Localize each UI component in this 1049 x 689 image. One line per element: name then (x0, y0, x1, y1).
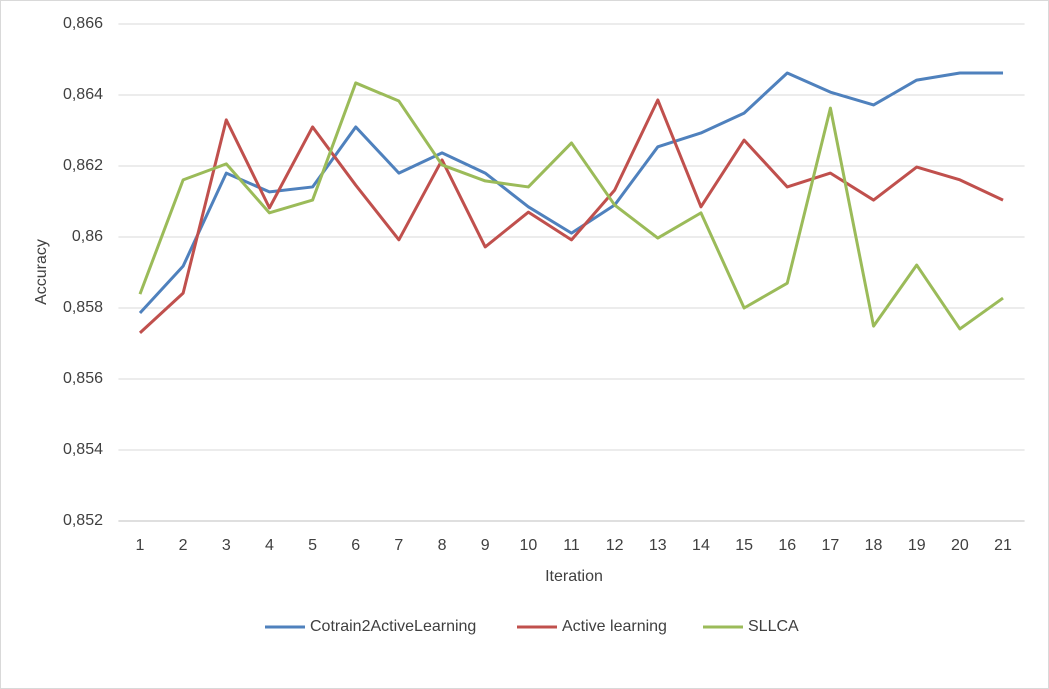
y-tick-label: 0,856 (63, 370, 103, 387)
legend-label: Active learning (562, 618, 667, 635)
x-tick-label: 13 (649, 537, 667, 554)
x-tick-label: 9 (481, 537, 490, 554)
x-tick-label: 6 (351, 537, 360, 554)
y-tick-label: 0,858 (63, 299, 103, 316)
x-tick-label: 3 (222, 537, 231, 554)
x-tick-label: 21 (994, 537, 1012, 554)
x-tick-label: 12 (606, 537, 624, 554)
y-tick-label: 0,862 (63, 157, 103, 174)
series-line (138, 71, 1004, 314)
x-tick-label: 8 (438, 537, 447, 554)
legend-label: SLLCA (748, 618, 799, 635)
y-tick-label: 0,854 (63, 441, 103, 458)
x-tick-label: 10 (519, 537, 537, 554)
y-axis-title: Accuracy (33, 239, 50, 305)
y-tick-label: 0,864 (63, 86, 103, 103)
y-tick-label: 0,852 (63, 512, 103, 529)
y-tick-label: 0,86 (72, 228, 103, 245)
x-tick-label: 4 (265, 537, 274, 554)
x-axis-title: Iteration (545, 568, 603, 585)
x-tick-label: 7 (394, 537, 403, 554)
series-line (138, 98, 1004, 334)
x-tick-label: 18 (865, 537, 883, 554)
x-tick-label: 19 (908, 537, 926, 554)
x-tick-label: 5 (308, 537, 317, 554)
y-tick-label: 0,866 (63, 15, 103, 32)
x-tick-label: 2 (179, 537, 188, 554)
series-line (138, 81, 1004, 331)
x-tick-label: 1 (136, 537, 145, 554)
x-tick-label: 14 (692, 537, 710, 554)
x-tick-label: 16 (778, 537, 796, 554)
x-tick-label: 15 (735, 537, 753, 554)
x-tick-label: 20 (951, 537, 969, 554)
legend-label: Cotrain2ActiveLearning (310, 618, 476, 635)
x-tick-label: 11 (563, 537, 580, 554)
x-tick-label: 17 (822, 537, 840, 554)
